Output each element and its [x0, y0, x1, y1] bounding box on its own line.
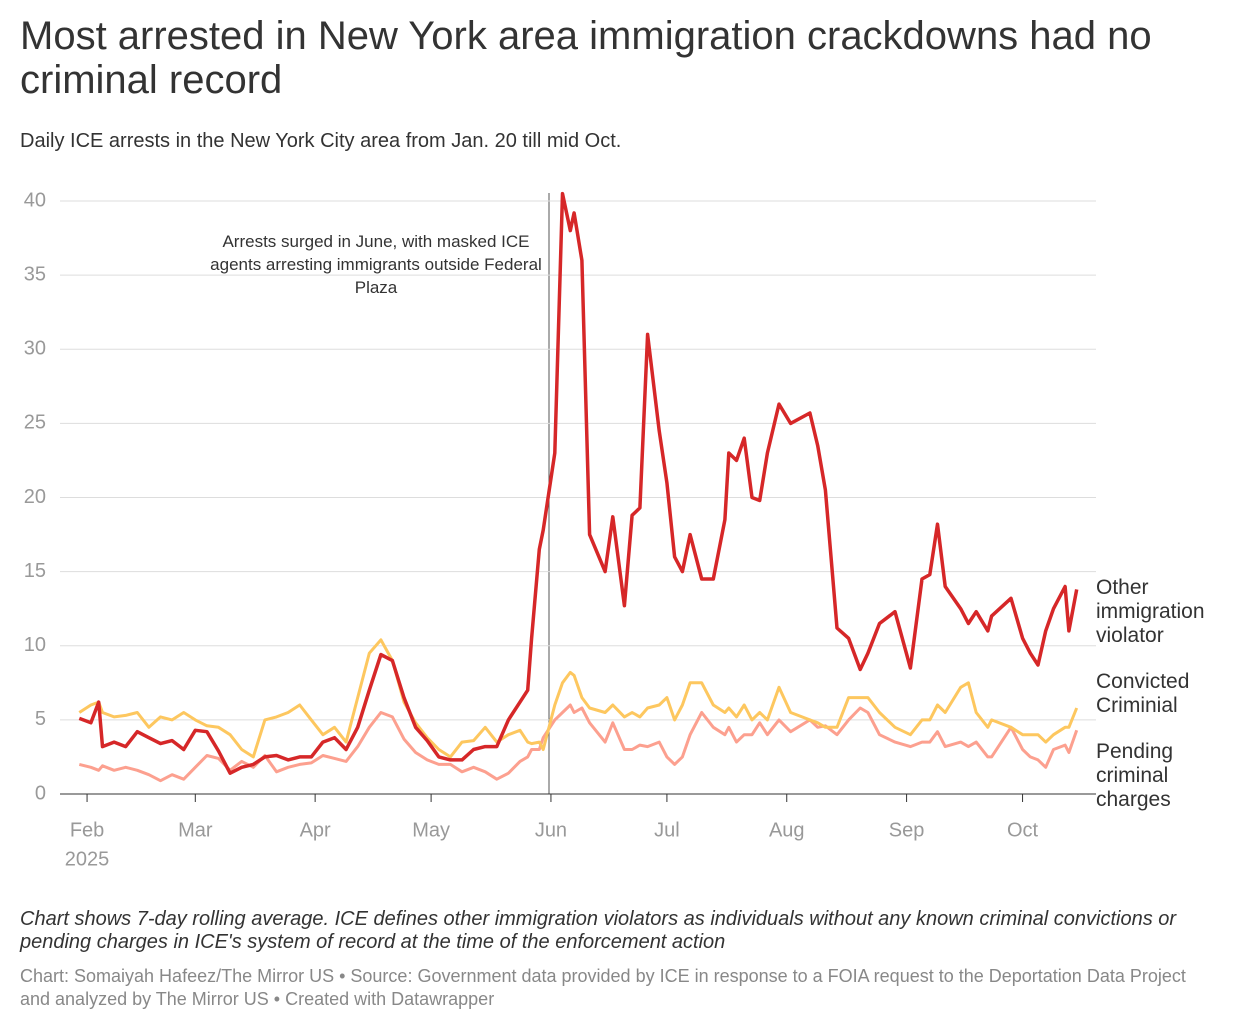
x-year-label: 2025 — [65, 848, 110, 870]
x-tick-label: Aug — [769, 819, 805, 841]
series-line — [78, 638, 1079, 759]
series-label: Other immigration violator — [1096, 576, 1205, 647]
y-tick-label: 5 — [35, 708, 46, 730]
x-tick-label: Jul — [654, 819, 680, 841]
chart-credit: Chart: Somaiyah Hafeez/The Mirror US • S… — [20, 966, 1186, 1009]
y-tick-label: 20 — [24, 486, 46, 508]
chart-title: Most arrested in New York area immigrati… — [20, 14, 1152, 102]
chart-subtitle: Daily ICE arrests in the New York City a… — [20, 130, 622, 152]
annotation: Arrests surged in June, with masked ICE … — [210, 232, 542, 297]
x-tick-label: May — [412, 819, 450, 841]
series-label: Convicted Criminial — [1096, 670, 1190, 717]
x-tick-label: Sep — [889, 819, 925, 841]
series-label: Pending criminal charges — [1096, 740, 1174, 811]
x-tick-label: Jun — [535, 819, 567, 841]
x-tick-label: Oct — [1007, 819, 1039, 841]
series-line — [78, 191, 1079, 775]
x-tick-label: Apr — [300, 819, 331, 841]
y-tick-label: 25 — [24, 412, 46, 434]
y-tick-label: 40 — [24, 189, 46, 211]
y-tick-label: 0 — [35, 782, 46, 804]
chart-note: Chart shows 7-day rolling average. ICE d… — [20, 908, 1177, 953]
x-tick-label: Feb — [70, 819, 104, 841]
x-tick-label: Mar — [178, 819, 213, 841]
y-tick-label: 15 — [24, 560, 46, 582]
y-tick-label: 10 — [24, 634, 46, 656]
y-tick-label: 30 — [24, 338, 46, 360]
y-tick-label: 35 — [24, 263, 46, 285]
